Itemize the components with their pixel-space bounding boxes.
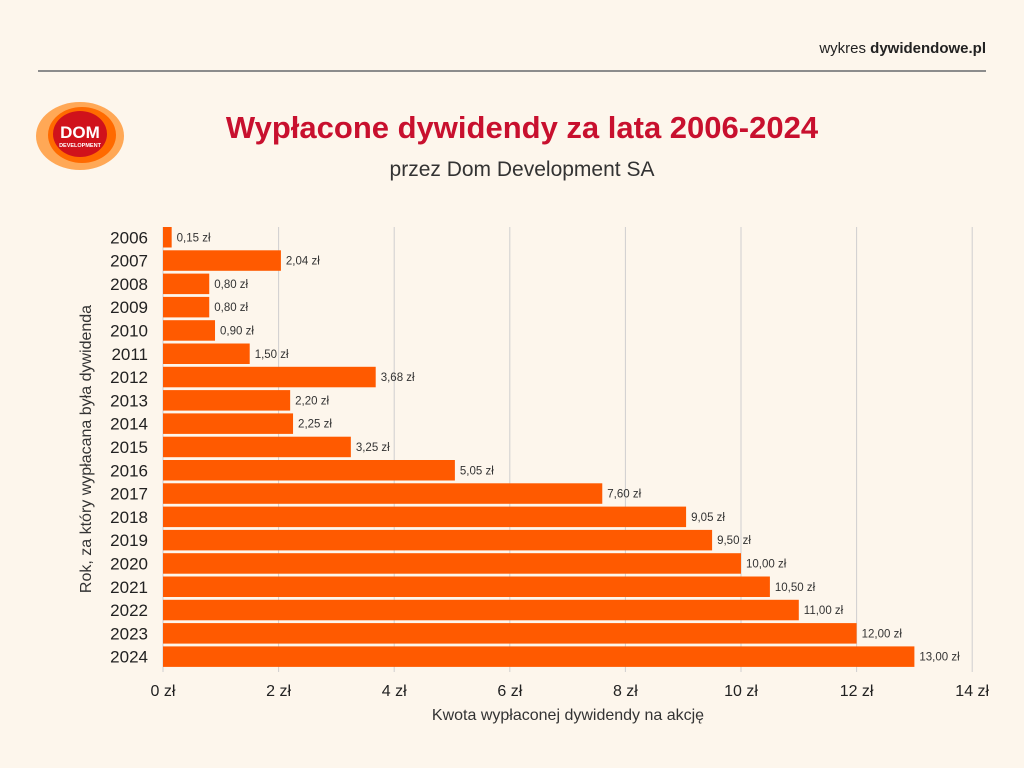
bar xyxy=(163,623,857,644)
y-tick-label: 2017 xyxy=(110,485,148,504)
bar-value-label: 3,25 zł xyxy=(356,442,390,454)
site-brand: wykres dywidendowe.pl xyxy=(819,40,986,57)
y-tick-labels: 2006 2007 2008 2009 2010 2011 2012 2013 2014 2015… xyxy=(110,228,148,666)
bar-value-label: 2,04 zł xyxy=(286,256,320,268)
y-tick-label: 2015 xyxy=(110,438,148,457)
y-tick-label: 2006 xyxy=(110,228,148,247)
bar-value-label: 10,00 zł xyxy=(746,558,787,570)
bar xyxy=(163,320,216,341)
x-axis-label: Kwota wypłaconej dywidendy na akcję xyxy=(432,707,704,724)
grid-lines xyxy=(162,227,973,672)
value-labels: 0,15 zł 2,04 zł 0,80 zł 0,80 zł 0,90 zł1,50 … xyxy=(177,232,960,663)
bar-value-label: 12,00 zł xyxy=(862,628,903,640)
bar xyxy=(163,343,250,364)
y-tick-label: 2008 xyxy=(110,275,148,294)
bar xyxy=(163,436,351,458)
y-tick-label: 2014 xyxy=(110,415,148,434)
bar xyxy=(163,227,172,248)
bar-value-label: 11,00 zł xyxy=(804,605,844,617)
bar xyxy=(163,483,603,504)
bar xyxy=(163,529,713,551)
bar xyxy=(163,460,455,481)
bar xyxy=(163,250,281,271)
x-tick-label: 14 zł xyxy=(955,683,989,700)
x-tick-labels: 0 zł 2 zł 4 zł 6 zł 8 zł 10 zł 12 zł 14 zł xyxy=(151,683,990,700)
bar xyxy=(163,599,799,621)
bar xyxy=(163,390,291,411)
bar-value-label: 2,20 zł xyxy=(295,395,329,407)
bar xyxy=(163,576,770,597)
bar-value-label: 9,05 zł xyxy=(691,512,725,524)
y-tick-label: 2018 xyxy=(110,508,148,527)
bar-value-label: 0,15 zł xyxy=(177,232,211,244)
bar-value-label: 3,68 zł xyxy=(381,372,415,384)
bar xyxy=(163,366,376,388)
y-tick-label: 2016 xyxy=(110,461,148,480)
x-tick-label: 0 zł xyxy=(151,683,176,700)
bar-value-label: 7,60 zł xyxy=(607,489,641,501)
chart-title: Wypłacone dywidendy za lata 2006-2024 xyxy=(225,110,819,145)
y-tick-label: 2024 xyxy=(110,648,148,667)
bar-value-label: 13,00 zł xyxy=(919,652,960,664)
x-tick-label: 10 zł xyxy=(724,683,758,700)
bar xyxy=(163,296,210,318)
bar-value-label: 0,90 zł xyxy=(220,325,254,337)
logo-blob-inner xyxy=(53,111,107,157)
brand-name: dywidendowe.pl xyxy=(870,40,986,57)
y-tick-label: 2009 xyxy=(110,298,148,317)
bar-value-label: 10,50 zł xyxy=(775,582,816,594)
x-tick-label: 8 zł xyxy=(613,683,638,700)
bar-value-label: 0,80 zł xyxy=(214,302,248,314)
bar xyxy=(163,413,294,434)
logo-text-dom: DOM xyxy=(60,123,100,142)
x-tick-label: 2 zł xyxy=(266,683,291,700)
bar xyxy=(163,553,741,574)
y-axis-label: Rok, za który wypłacana była dywidenda xyxy=(78,305,95,593)
bars xyxy=(163,227,915,667)
bar xyxy=(163,646,915,667)
company-logo: DOM DEVELOPMENT xyxy=(36,102,124,170)
bar-value-label: 2,25 zł xyxy=(298,419,332,431)
y-tick-label: 2011 xyxy=(111,345,148,364)
y-tick-label: 2013 xyxy=(110,391,148,410)
x-tick-label: 12 zł xyxy=(840,683,874,700)
y-tick-label: 2019 xyxy=(110,531,148,550)
x-tick-label: 6 zł xyxy=(497,683,522,700)
y-tick-label: 2012 xyxy=(110,368,148,387)
header-divider xyxy=(38,70,986,72)
y-tick-label: 2022 xyxy=(110,601,148,620)
bar-value-label: 0,80 zł xyxy=(214,279,248,291)
chart-subtitle: przez Dom Development SA xyxy=(389,158,655,181)
y-tick-label: 2010 xyxy=(110,321,148,340)
logo-text-development: DEVELOPMENT xyxy=(59,143,102,149)
bar xyxy=(163,506,687,528)
bar xyxy=(163,273,210,295)
y-tick-label: 2007 xyxy=(110,252,148,271)
bar-value-label: 5,05 zł xyxy=(460,465,494,477)
x-tick-label: 4 zł xyxy=(382,683,407,700)
bar-value-label: 9,50 zł xyxy=(717,535,751,547)
brand-prefix: wykres xyxy=(819,40,871,57)
y-tick-label: 2020 xyxy=(110,554,148,573)
y-tick-label: 2023 xyxy=(110,624,148,643)
bar-value-label: 1,50 zł xyxy=(255,349,289,361)
y-tick-label: 2021 xyxy=(110,578,148,597)
